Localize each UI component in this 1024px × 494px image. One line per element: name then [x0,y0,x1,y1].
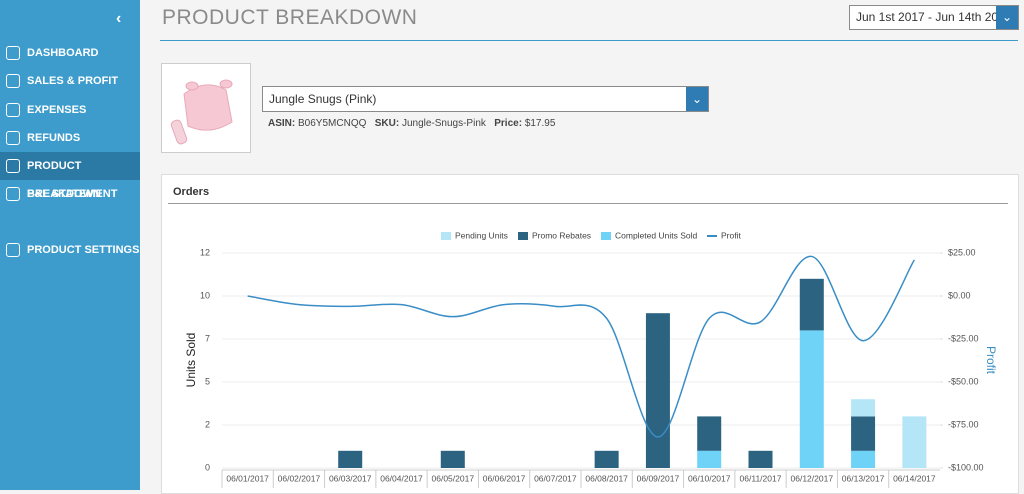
product-name: Jungle Snugs (Pink) [269,92,377,106]
x-tick-label: 06/13/2017 [842,473,885,483]
bar-segment [851,416,876,451]
chevron: ⌄ [686,87,708,111]
x-tick-label: 06/12/2017 [791,473,834,483]
y2-tick-label: $25.00 [948,247,976,257]
nav-item[interactable]: REFUNDS [0,124,140,152]
price-label: Price: [494,118,523,129]
product-select[interactable]: Jungle Snugs (Pink) ⌄ [262,86,709,112]
nav-label: PRODUCT SETTINGS [27,244,140,256]
nav-icon [6,243,20,257]
date-range-select[interactable]: Jun 1st 2017 - Jun 14th 2017 ⌄ [849,5,1019,30]
nav-label: SALES & PROFIT [27,75,119,87]
bar-segment [851,450,876,468]
bar-segment [748,450,773,468]
asin-label: ASIN: [268,118,296,129]
nav-label: EXPENSES [27,104,87,116]
nav-label: REFUNDS [27,132,81,144]
x-tick-label: 06/04/2017 [380,473,423,483]
nav-label: DASHBOARD [27,47,99,59]
x-tick-label: 06/10/2017 [688,473,731,483]
y-tick-label: 0 [205,462,210,472]
nav-icon [6,74,20,88]
x-tick-label: 06/03/2017 [329,473,372,483]
divider [160,40,1018,41]
y-tick-label: 10 [200,290,210,300]
collapse-button[interactable]: ‹ [116,10,122,27]
asin: B06Y5MCNQQ [298,118,367,129]
bar-segment [799,278,824,331]
nav-item[interactable]: PRODUCT SETTINGS [0,236,140,264]
bar-segment [697,416,722,451]
nav-icon [6,187,20,201]
product-image [161,63,251,153]
legend-label: Pending Units [455,230,508,240]
x-tick-label: 06/07/2017 [534,473,577,483]
y-tick-label: 2 [205,419,210,429]
bar-segment [338,450,363,468]
nav-icon [6,159,20,173]
y2-tick-label: -$25.00 [948,333,979,343]
bar-segment [645,313,670,468]
nav-label: PRODUCT BREAKDOWN [27,160,101,200]
y-axis-label: Units Sold [184,333,198,388]
nav-item[interactable]: SALES & PROFIT [0,67,140,95]
y2-tick-label: -$100.00 [948,462,984,472]
chevron: ⌄ [996,6,1018,29]
y2-tick-label: $0.00 [948,290,971,300]
x-tick-label: 06/06/2017 [483,473,526,483]
y-tick-label: 12 [200,247,210,257]
nav-item[interactable]: P&L STATEMENT [0,180,140,208]
nav-item[interactable]: EXPENSES [0,96,140,124]
y-tick-label: 7 [205,333,210,343]
date-range: Jun 1st 2017 - Jun 14th 2017 [856,10,1012,24]
price: $17.95 [524,118,556,129]
bar-segment [440,450,465,468]
bar-segment [851,399,876,417]
nav-item[interactable]: PRODUCT BREAKDOWN [0,152,140,200]
nav-label: P&L STATEMENT [27,188,118,200]
profit-line [247,255,915,438]
product-info: ASIN: B06Y5MCNQQ SKU: Jungle-Snugs-Pink … [268,118,555,129]
y-tick-label: 5 [205,376,210,386]
x-tick-label: 06/05/2017 [432,473,475,483]
bar-segment [594,450,619,468]
y2-tick-label: -$50.00 [948,376,979,386]
x-tick-label: 06/11/2017 [740,473,782,483]
bar-segment [799,330,824,468]
nav-icon [6,103,20,117]
legend-label: Profit [721,230,741,240]
x-tick-label: 06/08/2017 [585,473,628,483]
bar-segment [902,416,927,468]
panel-title: Orders [173,186,210,198]
nav-icon [6,131,20,145]
bar-segment [697,450,722,468]
page-title: PRODUCT BREAKDOWN [162,6,418,29]
legend-label: Completed Units Sold [615,230,697,240]
nav-item[interactable]: DASHBOARD [0,39,140,67]
y2-axis-label: Profit [984,346,998,375]
y2-tick-label: -$75.00 [948,419,979,429]
sku-label: SKU: [374,118,400,129]
sku: Jungle-Snugs-Pink [401,118,486,129]
legend-swatch [518,232,528,240]
legend-swatch [601,232,611,240]
x-tick-label: 06/09/2017 [637,473,680,483]
orders-panel [161,174,1019,494]
divider [168,203,1008,204]
legend-swatch [441,232,451,240]
legend-label: Promo Rebates [532,230,591,240]
x-tick-label: 06/02/2017 [278,473,321,483]
product-picture [170,79,233,145]
x-tick-label: 06/01/2017 [226,473,269,483]
sidebar: ‹ DASHBOARD SALES & PROFIT EXPENSES REFUNDS… [0,0,140,490]
nav-icon [6,46,20,60]
x-tick-label: 06/14/2017 [893,473,936,483]
